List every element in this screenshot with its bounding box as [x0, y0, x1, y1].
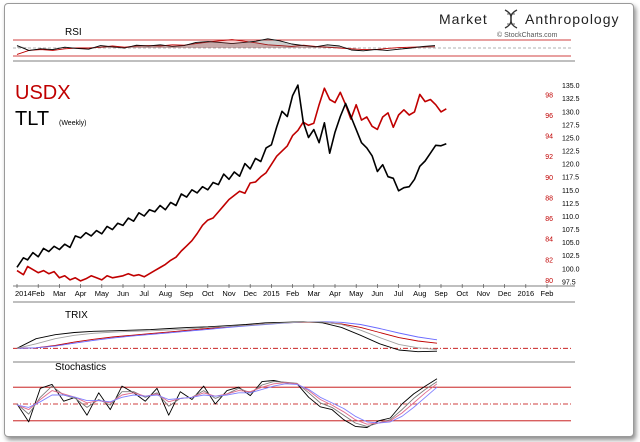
tlt-series-label: TLT [15, 108, 49, 130]
stochastics-series-line [16, 383, 438, 424]
left-axis-tick-label: 96 [545, 113, 553, 120]
usdx-series-label: USDX [15, 82, 71, 104]
dna-helix-icon [504, 9, 518, 29]
usdx-series-line [16, 87, 447, 282]
x-axis-tick-label: Aug [413, 289, 426, 298]
left-axis-tick-label: 90 [545, 175, 553, 182]
left-axis-tick-label: 92 [545, 154, 553, 161]
right-axis-tick-label: 117.5 [562, 175, 579, 182]
x-axis-tick-label: 2015 [263, 289, 280, 298]
x-axis-tick-label: Nov [222, 289, 236, 298]
trix-series-line [16, 321, 438, 353]
right-axis-tick-label: 100.0 [562, 266, 580, 273]
stochastics-series-line [16, 382, 438, 425]
x-axis-tick-label: Feb [286, 289, 299, 298]
chart-frame: Market Anthropology © StockCharts.com RS… [4, 3, 634, 437]
left-axis-tick-label: 84 [545, 237, 553, 244]
right-axis-tick-label: 97.5 [562, 279, 576, 286]
x-axis-tick-label: May [349, 289, 363, 298]
x-axis-tick-label: Mar [53, 289, 66, 298]
x-axis-tick-label: Dec [244, 289, 258, 298]
brand-credit: © StockCharts.com [497, 31, 558, 39]
x-axis-tick-label: Jun [117, 289, 129, 298]
right-axis-tick-label: 132.5 [562, 96, 580, 103]
left-axis-tick-label: 88 [545, 195, 553, 202]
brand-name-part1: Market [439, 11, 488, 27]
stochastics-panel-title: Stochastics [55, 362, 106, 373]
right-axis-tick-label: 127.5 [562, 122, 580, 129]
x-axis-tick-label: 2016 [517, 289, 534, 298]
x-axis-tick-label: Aug [159, 289, 172, 298]
x-axis-tick-label: Jun [371, 289, 383, 298]
left-axis-tick-label: 86 [545, 216, 553, 223]
left-axis-tick-label: 98 [545, 92, 553, 99]
trix-series-line [16, 321, 438, 349]
trix-series-line [16, 321, 438, 350]
price-panel: 80 82 84 86 88 90 92 94 96 98 97.5 100.0 102.5 105.0 1… [15, 83, 580, 298]
right-axis-tick-label: 102.5 [562, 253, 580, 260]
stochastics-panel [13, 378, 571, 428]
chart-canvas: Market Anthropology © StockCharts.com RS… [13, 9, 620, 428]
right-axis-tick-label: 105.0 [562, 240, 580, 247]
x-axis-tick-label: Oct [456, 289, 469, 298]
trix-panel-title: TRIX [65, 310, 88, 321]
left-axis-tick-label: 80 [545, 278, 553, 285]
rsi-series-line [16, 39, 436, 55]
x-axis-tick-label: Nov [477, 289, 491, 298]
tlt-series-line [16, 84, 447, 268]
rsi-panel-title: RSI [65, 27, 82, 38]
rsi-panel [13, 38, 571, 57]
x-axis-tick-label: Jul [394, 289, 404, 298]
right-axis-tick-label: 107.5 [562, 227, 580, 234]
x-axis-tick-label: Jul [139, 289, 149, 298]
right-axis-tick-label: 120.0 [562, 162, 580, 169]
rsi-shaded-area [17, 38, 435, 48]
right-axis-tick-label: 122.5 [562, 149, 580, 156]
x-axis-tick-label: Sep [180, 289, 193, 298]
stochastics-series-line [16, 378, 438, 428]
x-axis-tick-label: Mar [307, 289, 320, 298]
x-axis-tick-label: May [95, 289, 109, 298]
left-axis-tick-label: 94 [545, 134, 553, 141]
left-axis-tick-label: 82 [545, 257, 553, 264]
right-axis-tick-label: 135.0 [562, 83, 580, 90]
right-axis-tick-label: 110.0 [562, 214, 579, 221]
right-axis-tick-label: 125.0 [562, 136, 580, 143]
x-axis-tick-label: 2014 [15, 289, 32, 298]
rsi-shaded-area [17, 39, 435, 48]
x-axis-tick-label: Feb [32, 289, 45, 298]
x-axis-tick-label: Dec [498, 289, 512, 298]
x-axis-tick-label: Apr [329, 289, 341, 298]
x-axis-tick-label: Apr [75, 289, 87, 298]
right-axis-tick-label: 130.0 [562, 109, 580, 116]
rsi-series-line [16, 38, 436, 52]
trix-panel [13, 321, 571, 353]
right-axis-tick-label: 115.0 [562, 188, 579, 195]
brand-name-part2: Anthropology [525, 11, 620, 27]
x-axis-tick-label: Oct [202, 289, 215, 298]
x-axis-tick-label: Feb [541, 289, 554, 298]
right-axis-tick-label: 112.5 [562, 201, 579, 208]
tlt-series-sublabel: (Weekly) [59, 120, 86, 127]
x-axis-tick-label: Sep [434, 289, 447, 298]
